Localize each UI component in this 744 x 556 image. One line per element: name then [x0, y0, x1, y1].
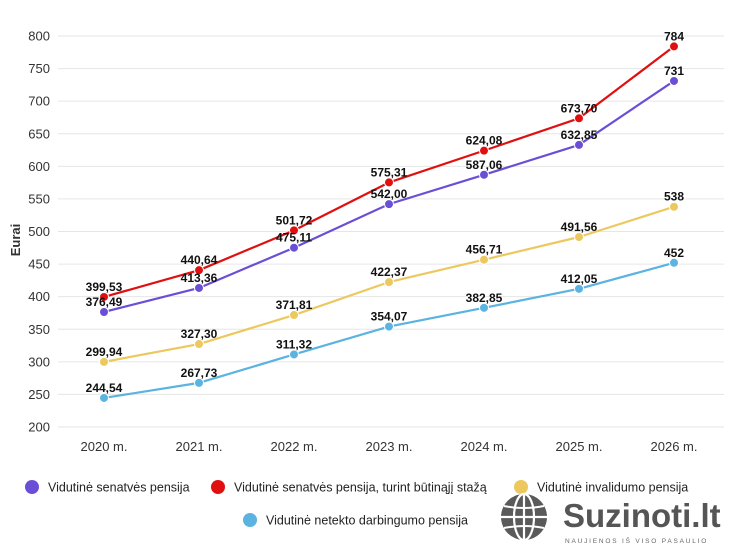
data-point [669, 201, 679, 212]
y-tick-label: 500 [28, 224, 50, 239]
data-label: 491,56 [561, 220, 598, 234]
data-label: 244,54 [86, 381, 123, 395]
data-point [99, 392, 109, 403]
data-label: 399,53 [86, 280, 123, 294]
data-point [194, 265, 204, 276]
data-label: 501,72 [276, 213, 313, 227]
data-label: 422,37 [371, 265, 408, 279]
legend-item-label: Vidutinė senatvės pensija, turint būtiną… [234, 481, 487, 495]
legend-item-label: Vidutinė senatvės pensija [48, 481, 190, 495]
y-axis-label: Eurai [8, 224, 23, 257]
y-tick-label: 400 [28, 289, 50, 304]
y-tick-label: 600 [28, 159, 50, 174]
data-point [669, 257, 679, 268]
data-point [574, 139, 584, 150]
data-point [574, 232, 584, 243]
y-tick-label: 550 [28, 191, 50, 206]
grid-lines [58, 35, 724, 428]
data-label: 413,36 [181, 271, 218, 285]
data-point [669, 75, 679, 86]
legend-item-label: Vidutinė netekto darbingumo pensija [266, 514, 468, 528]
data-point [99, 356, 109, 367]
data-label: 382,85 [466, 291, 503, 305]
data-point [289, 349, 299, 360]
data-label: 673,70 [561, 101, 598, 115]
x-tick-label: 2024 m. [461, 439, 508, 454]
data-point [194, 377, 204, 388]
data-point [99, 306, 109, 317]
data-labels: 376,49 413,36 475,11 542,00 587,06 632,85 731 3… [86, 29, 685, 395]
legend-marker [243, 513, 257, 527]
y-tick-label: 750 [28, 61, 50, 76]
x-tick-label: 2026 m. [651, 439, 698, 454]
data-point [194, 339, 204, 350]
data-label: 587,06 [466, 158, 503, 172]
data-point [289, 310, 299, 321]
legend-marker [211, 480, 225, 494]
data-point [384, 177, 394, 188]
legend: Vidutinė senatvės pensija Vidutinė senatv… [25, 480, 688, 528]
data-point [574, 283, 584, 294]
data-point [289, 242, 299, 253]
data-point [479, 145, 489, 156]
data-point [194, 282, 204, 293]
x-tick-label: 2022 m. [271, 439, 318, 454]
data-label: 376,49 [86, 295, 123, 309]
y-tick-label: 300 [28, 354, 50, 369]
data-label: 354,07 [371, 310, 408, 324]
legend-marker [514, 480, 528, 494]
y-tick-label: 800 [28, 29, 50, 44]
x-tick-label: 2023 m. [366, 439, 413, 454]
data-label: 327,30 [181, 327, 218, 341]
data-label: 624,08 [466, 134, 503, 148]
data-label: 475,11 [276, 231, 312, 245]
data-label: 299,94 [86, 345, 123, 359]
data-label: 456,71 [466, 243, 503, 257]
data-point [479, 169, 489, 180]
data-label: 731 [664, 64, 684, 78]
legend-marker [25, 480, 39, 494]
data-label: 784 [664, 29, 684, 43]
x-tick-label: 2020 m. [81, 439, 128, 454]
data-label: 538 [664, 190, 684, 204]
data-label: 267,73 [181, 366, 218, 380]
y-tick-label: 250 [28, 387, 50, 402]
x-tick-label: 2021 m. [176, 439, 223, 454]
watermark: Suzinoti.lt NAUJIENOS IŠ VISO PASAULIO [501, 492, 721, 545]
data-label: 412,05 [561, 272, 598, 286]
data-point [479, 254, 489, 265]
data-label: 632,85 [561, 128, 598, 142]
data-point [99, 291, 109, 302]
y-axis-ticks: 200 250 300 350 400 450 500 550 600 650 700 750 800 [28, 29, 50, 435]
data-point [384, 321, 394, 332]
data-point [574, 113, 584, 124]
watermark-tagline: NAUJIENOS IŠ VISO PASAULIO [565, 536, 708, 545]
data-point [289, 225, 299, 236]
data-point [384, 277, 394, 288]
x-tick-label: 2025 m. [556, 439, 603, 454]
data-label: 371,81 [276, 298, 313, 312]
series-lines [99, 41, 679, 403]
data-label: 452 [664, 246, 684, 260]
y-tick-label: 350 [28, 322, 50, 337]
data-point [669, 41, 679, 52]
data-label: 440,64 [181, 253, 218, 267]
y-tick-label: 450 [28, 257, 50, 272]
x-axis-ticks: 2020 m. 2021 m. 2022 m. 2023 m. 2024 m. 2025 … [81, 439, 698, 454]
legend-item-label: Vidutinė invalidumo pensija [537, 481, 688, 495]
watermark-brand: Suzinoti.lt [563, 497, 721, 534]
data-point [479, 302, 489, 313]
y-tick-label: 650 [28, 126, 50, 141]
y-tick-label: 200 [28, 420, 50, 435]
globe-icon [501, 492, 547, 542]
y-tick-label: 700 [28, 94, 50, 109]
data-label: 575,31 [371, 165, 408, 179]
data-point [384, 199, 394, 210]
data-label: 311,32 [276, 337, 312, 351]
data-label: 542,00 [371, 187, 408, 201]
